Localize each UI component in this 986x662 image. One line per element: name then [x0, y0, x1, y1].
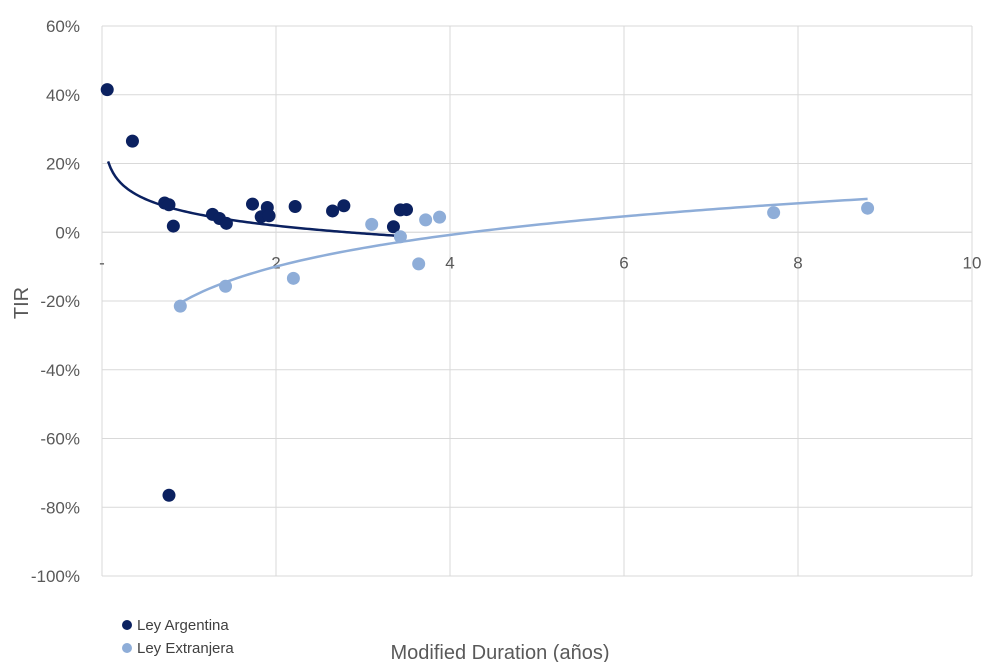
y-tick-labels: 60% 40% 20% 0% -20% -40% -60% -80% -100%	[31, 17, 80, 586]
legend: Ley Argentina Ley Extranjera	[122, 617, 234, 657]
data-point	[412, 257, 426, 271]
data-point	[386, 220, 400, 234]
y-tick-label: 20%	[46, 155, 80, 174]
data-point	[219, 216, 233, 230]
y-tick-label: -40%	[40, 361, 80, 380]
data-point	[246, 197, 260, 211]
x-axis-title: Modified Duration (años)	[391, 642, 610, 662]
trendlines	[106, 160, 868, 305]
data-point	[262, 209, 276, 223]
data-point	[861, 201, 875, 215]
x-tick-label: -	[99, 253, 105, 272]
data-point	[219, 279, 233, 293]
data-point	[337, 199, 351, 213]
trendline	[179, 197, 868, 305]
x-tick-label: 8	[793, 253, 802, 272]
data-point	[166, 219, 180, 233]
legend-label: Ley Extranjera	[137, 640, 234, 657]
data-point	[400, 203, 413, 217]
data-point	[393, 230, 407, 244]
data-point	[162, 198, 176, 212]
gridlines	[101, 25, 973, 577]
data-point	[173, 299, 187, 313]
legend-marker	[122, 620, 132, 630]
data-point	[286, 271, 300, 285]
y-tick-label: 40%	[46, 86, 80, 105]
data-point	[433, 210, 447, 224]
x-tick-labels: - 2 4 6 8 10	[99, 253, 981, 272]
x-tick-label: 10	[963, 253, 982, 272]
y-axis-title: TIR	[11, 287, 33, 319]
data-point	[125, 134, 139, 148]
data-point	[326, 204, 340, 218]
x-tick-label: 2	[271, 253, 280, 272]
legend-marker	[122, 643, 132, 653]
data-points	[100, 83, 875, 502]
y-tick-label: 60%	[46, 17, 80, 36]
x-tick-label: 4	[445, 253, 454, 272]
data-point	[288, 199, 302, 213]
data-point	[419, 213, 433, 227]
y-tick-label: -60%	[40, 430, 80, 449]
data-point	[162, 488, 176, 502]
trendline	[106, 160, 407, 238]
data-point	[100, 83, 114, 97]
y-tick-label: 0%	[55, 223, 80, 242]
y-tick-label: -80%	[40, 498, 80, 517]
y-tick-label: -100%	[31, 567, 80, 586]
y-tick-label: -20%	[40, 292, 80, 311]
data-point	[767, 206, 781, 220]
legend-label: Ley Argentina	[137, 617, 229, 634]
data-point	[365, 217, 379, 231]
x-tick-label: 6	[619, 253, 628, 272]
